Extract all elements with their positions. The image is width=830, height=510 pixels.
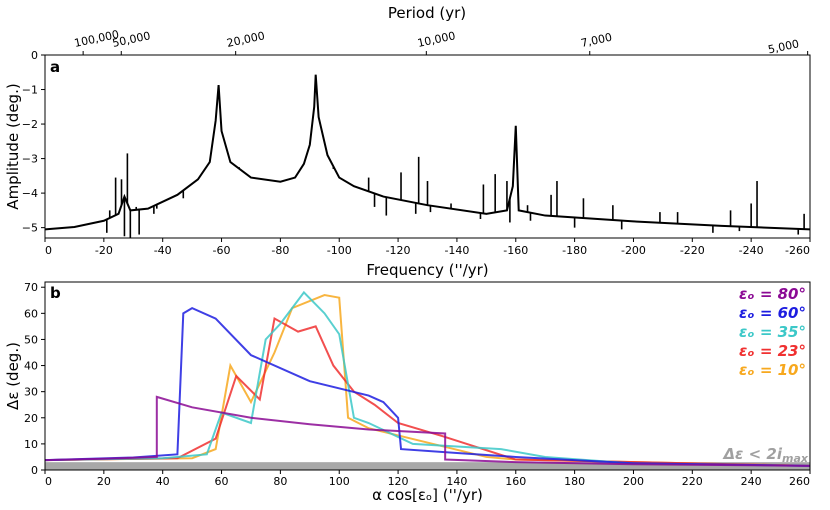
panel-b-series bbox=[44, 290, 811, 467]
x-tick-label: 40 bbox=[156, 475, 170, 488]
x-tick-label: 0 bbox=[45, 475, 52, 488]
x-tick-label: 220 bbox=[682, 475, 703, 488]
top-tick-label: 20,000 bbox=[226, 29, 266, 50]
y-tick-label: 20 bbox=[24, 412, 38, 425]
x-tick-label: -180 bbox=[562, 244, 587, 257]
y-tick-label: −3 bbox=[22, 153, 38, 166]
y-tick-label: −1 bbox=[22, 84, 38, 97]
panel-a-label: a bbox=[50, 58, 60, 76]
legend-entry: εₒ = 60° bbox=[739, 304, 806, 322]
x-tick-label: -220 bbox=[680, 244, 705, 257]
x-tick-label: 0 bbox=[45, 244, 52, 257]
shaded-region-label: Δε < 2imax bbox=[722, 445, 808, 465]
panel-b-x-ticks: 0 20 40 60 80 100 120 140 160 180 200 220 240 260 bbox=[44, 470, 811, 488]
series-line bbox=[44, 306, 811, 467]
series-line bbox=[44, 317, 811, 467]
y-tick-label: 70 bbox=[24, 281, 38, 294]
x-tick-label: -60 bbox=[213, 244, 231, 257]
y-tick-label: 40 bbox=[24, 360, 38, 373]
panel-b-label: b bbox=[50, 284, 61, 302]
top-tick-label: 5,000 bbox=[767, 37, 801, 56]
x-tick-label: -200 bbox=[621, 244, 646, 257]
y-tick-label: 10 bbox=[24, 438, 38, 451]
x-tick-label: 200 bbox=[623, 475, 644, 488]
top-tick-label: 7,000 bbox=[580, 31, 614, 50]
legend-entry: εₒ = 35° bbox=[739, 323, 806, 341]
panel-b-y-ticks: 0 10 20 30 40 50 60 70 bbox=[24, 281, 45, 477]
x-tick-label: 180 bbox=[564, 475, 585, 488]
x-tick-label: -260 bbox=[785, 244, 810, 257]
legend-entry: εₒ = 23° bbox=[739, 342, 806, 360]
x-tick-label: 80 bbox=[273, 475, 287, 488]
x-tick-label: 160 bbox=[505, 475, 526, 488]
top-axis-label: Period (yr) bbox=[388, 4, 466, 22]
panel-a-x-ticks: 0 -20 -40 -60 -80 -100 -120 -140 -160 -180 -200 -22… bbox=[44, 238, 811, 257]
shaded-region-label-text: Δε < 2i bbox=[722, 445, 782, 463]
x-tick-label: -40 bbox=[154, 244, 172, 257]
y-tick-label: −4 bbox=[22, 187, 38, 200]
x-tick-label: 100 bbox=[329, 475, 350, 488]
panel-a: 0 −1 −2 −3 −4 −5 0 -20 -40 -60 -80 -100 -120 -140 -16… bbox=[4, 49, 811, 279]
panel-a-x-axis-label: Frequency (''/yr) bbox=[366, 261, 488, 279]
shaded-region-label-subscript: max bbox=[782, 452, 809, 465]
x-tick-label: -20 bbox=[95, 244, 113, 257]
y-tick-label: 50 bbox=[24, 333, 38, 346]
x-tick-label: 260 bbox=[789, 475, 810, 488]
amplitude-spectrum-spikes bbox=[105, 153, 805, 238]
panel-a-y-axis-label: Amplitude (deg.) bbox=[4, 83, 22, 209]
series-line bbox=[44, 294, 811, 467]
series-line bbox=[44, 290, 811, 467]
legend: εₒ = 80°εₒ = 60°εₒ = 35°εₒ = 23°εₒ = 10° bbox=[739, 285, 806, 379]
y-tick-label: −5 bbox=[22, 222, 38, 235]
x-tick-label: -140 bbox=[444, 244, 469, 257]
y-tick-label: 0 bbox=[31, 49, 38, 62]
x-tick-label: 140 bbox=[446, 475, 467, 488]
shaded-region bbox=[45, 462, 810, 470]
panel-b-y-axis-label: Δε (deg.) bbox=[4, 342, 22, 410]
y-tick-label: 30 bbox=[24, 386, 38, 399]
x-tick-label: -120 bbox=[386, 244, 411, 257]
y-tick-label: −2 bbox=[22, 118, 38, 131]
x-tick-label: -80 bbox=[271, 244, 289, 257]
panel-a-y-ticks: 0 −1 −2 −3 −4 −5 bbox=[22, 49, 45, 235]
y-tick-label: 60 bbox=[24, 307, 38, 320]
panel-b: 0 10 20 30 40 50 60 70 0 20 40 60 80 100 120 140 160 180… bbox=[4, 281, 811, 504]
x-tick-label: -240 bbox=[739, 244, 764, 257]
legend-entry: εₒ = 80° bbox=[739, 285, 806, 303]
panel-b-frame bbox=[44, 281, 811, 471]
panel-b-x-axis-label: α cos[εₒ] (''/yr) bbox=[372, 486, 483, 504]
amplitude-spectrum-line bbox=[44, 74, 811, 231]
x-tick-label: 120 bbox=[388, 475, 409, 488]
x-tick-label: 60 bbox=[215, 475, 229, 488]
x-tick-label: -160 bbox=[503, 244, 528, 257]
x-tick-label: 240 bbox=[741, 475, 762, 488]
x-tick-label: 20 bbox=[97, 475, 111, 488]
y-tick-label: 0 bbox=[31, 464, 38, 477]
panel-a-frame bbox=[44, 54, 811, 239]
series-line bbox=[44, 395, 811, 467]
legend-entry: εₒ = 10° bbox=[739, 361, 806, 379]
top-tick-label: 10,000 bbox=[416, 29, 456, 50]
x-tick-label: -100 bbox=[327, 244, 352, 257]
